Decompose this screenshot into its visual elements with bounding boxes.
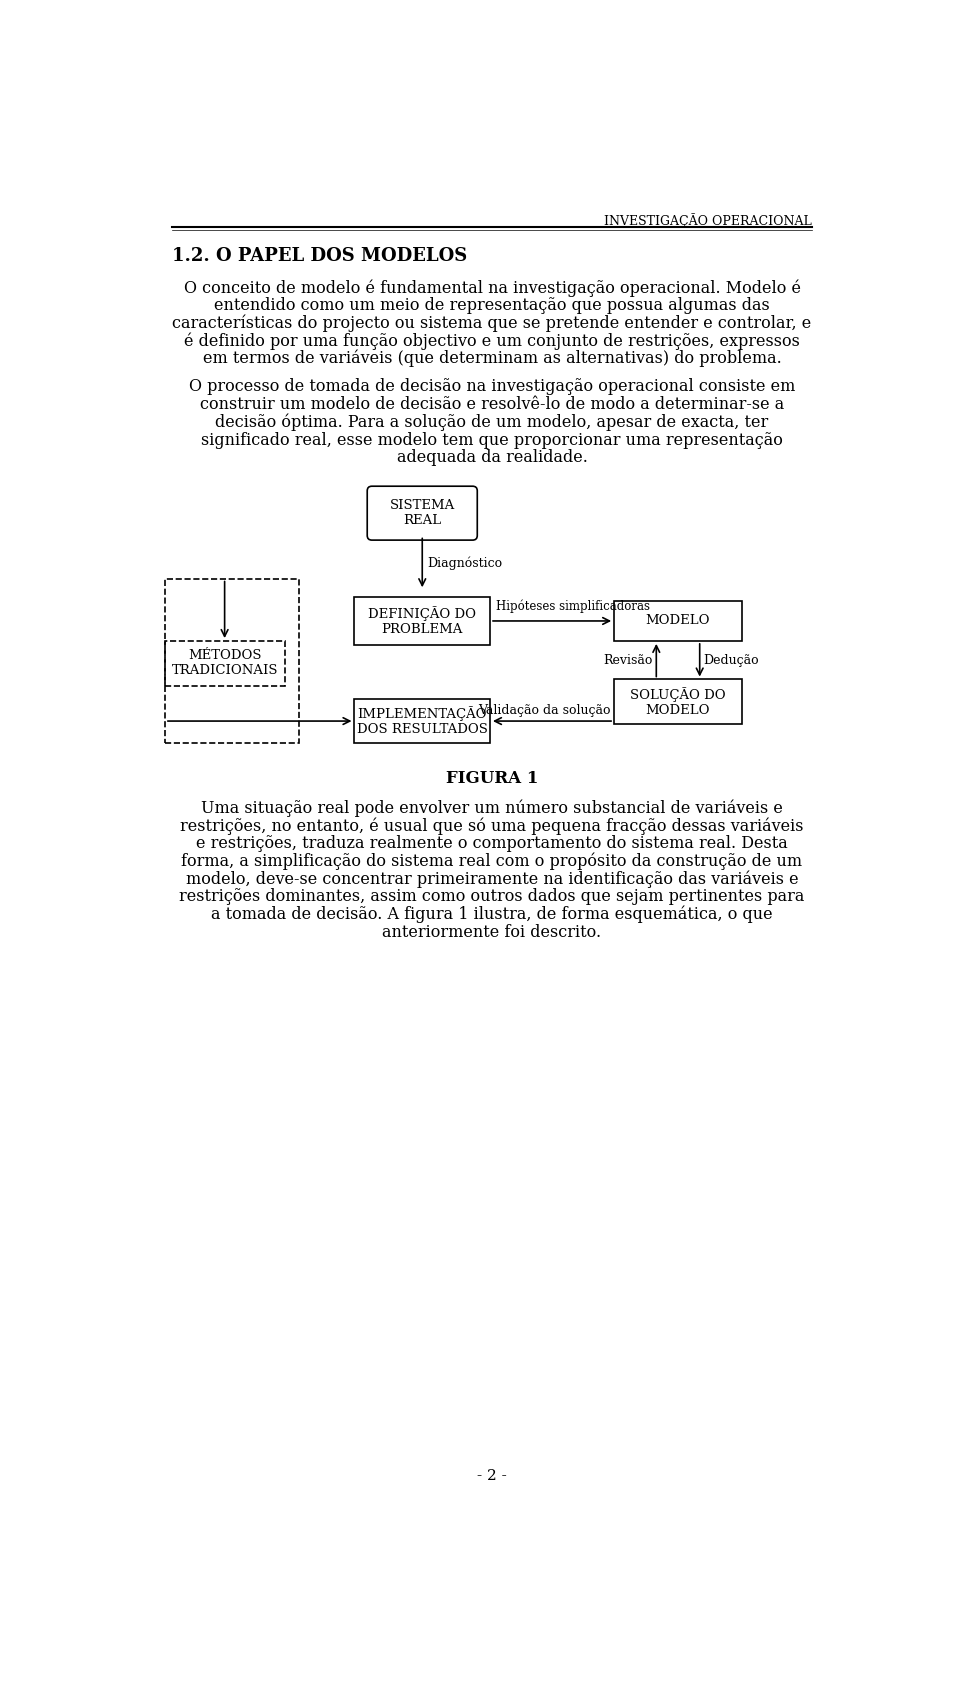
Text: características do projecto ou sistema que se pretende entender e controlar, e: características do projecto ou sistema q… <box>173 315 811 332</box>
Bar <box>165 579 299 743</box>
Bar <box>354 699 490 743</box>
Text: significado real, esse modelo tem que proporcionar uma representação: significado real, esse modelo tem que pr… <box>201 431 783 448</box>
Text: IMPLEMENTAÇÃO
DOS RESULTADOS: IMPLEMENTAÇÃO DOS RESULTADOS <box>357 706 488 736</box>
Bar <box>614 601 742 642</box>
Text: anteriormente foi descrito.: anteriormente foi descrito. <box>382 923 602 941</box>
Bar <box>354 598 490 645</box>
Text: Hipóteses simplificadoras: Hipóteses simplificadoras <box>496 600 650 613</box>
FancyBboxPatch shape <box>368 487 477 541</box>
Text: - 2 -: - 2 - <box>477 1468 507 1482</box>
Text: a tomada de decisão. A figura 1 ilustra, de forma esquemática, o que: a tomada de decisão. A figura 1 ilustra,… <box>211 906 773 923</box>
Text: SISTEMA
REAL: SISTEMA REAL <box>390 498 455 527</box>
Text: Diagnóstico: Diagnóstico <box>427 556 502 569</box>
Text: construir um modelo de decisão e resolvê-lo de modo a determinar-se a: construir um modelo de decisão e resolvê… <box>200 396 784 413</box>
Text: FIGURA 1: FIGURA 1 <box>445 770 539 788</box>
Text: O processo de tomada de decisão na investigação operacional consiste em: O processo de tomada de decisão na inves… <box>189 379 795 396</box>
Text: entendido como um meio de representação que possua algumas das: entendido como um meio de representação … <box>214 296 770 313</box>
Text: SOLUÇÃO DO
MODELO: SOLUÇÃO DO MODELO <box>630 687 726 717</box>
Text: Validação da solução: Validação da solução <box>478 704 611 717</box>
Text: 1.2. O PAPEL DOS MODELOS: 1.2. O PAPEL DOS MODELOS <box>172 248 468 264</box>
Bar <box>614 679 742 724</box>
Text: MÉTODOS
TRADICIONAIS: MÉTODOS TRADICIONAIS <box>172 650 277 677</box>
Text: forma, a simplificação do sistema real com o propósito da construção de um: forma, a simplificação do sistema real c… <box>181 852 803 871</box>
Text: decisão óptima. Para a solução de um modelo, apesar de exacta, ter: decisão óptima. Para a solução de um mod… <box>215 414 769 431</box>
Text: é definido por uma função objectivo e um conjunto de restrições, expressos: é definido por uma função objectivo e um… <box>184 332 800 350</box>
Text: DEFINIÇÃO DO
PROBLEMA: DEFINIÇÃO DO PROBLEMA <box>369 606 476 637</box>
Text: Revisão: Revisão <box>603 653 653 667</box>
Text: adequada da realidade.: adequada da realidade. <box>396 450 588 466</box>
Bar <box>164 642 285 685</box>
Text: Dedução: Dedução <box>704 653 759 667</box>
Text: INVESTIGAÇÃO OPERACIONAL: INVESTIGAÇÃO OPERACIONAL <box>605 212 812 227</box>
Text: e restrições, traduza realmente o comportamento do sistema real. Desta: e restrições, traduza realmente o compor… <box>196 835 788 852</box>
Text: MODELO: MODELO <box>646 615 710 628</box>
Text: restrições, no entanto, é usual que só uma pequena fracção dessas variáveis: restrições, no entanto, é usual que só u… <box>180 817 804 835</box>
Text: modelo, deve-se concentrar primeiramente na identificação das variáveis e: modelo, deve-se concentrar primeiramente… <box>185 871 799 887</box>
Text: Uma situação real pode envolver um número substancial de variáveis e: Uma situação real pode envolver um númer… <box>201 800 783 817</box>
Text: O conceito de modelo é fundamental na investigação operacional. Modelo é: O conceito de modelo é fundamental na in… <box>183 280 801 296</box>
Text: restrições dominantes, assim como outros dados que sejam pertinentes para: restrições dominantes, assim como outros… <box>180 887 804 906</box>
Text: em termos de variáveis (que determinam as alternativas) do problema.: em termos de variáveis (que determinam a… <box>203 350 781 367</box>
